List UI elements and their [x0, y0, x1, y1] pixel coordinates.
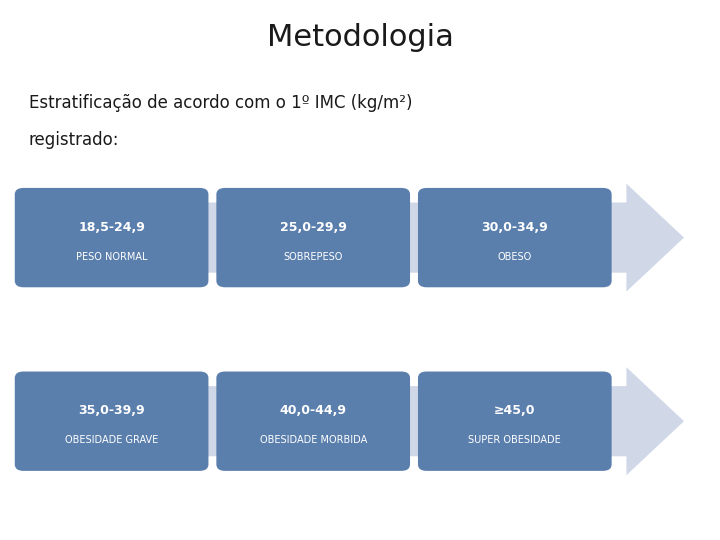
- Text: Metodologia: Metodologia: [266, 23, 454, 52]
- Text: 18,5-24,9: 18,5-24,9: [78, 221, 145, 234]
- Text: 35,0-39,9: 35,0-39,9: [78, 404, 145, 417]
- Text: 30,0-34,9: 30,0-34,9: [482, 221, 548, 234]
- FancyBboxPatch shape: [14, 188, 209, 287]
- Text: OBESO: OBESO: [498, 252, 532, 261]
- FancyBboxPatch shape: [418, 188, 612, 287]
- Text: SUPER OBESIDADE: SUPER OBESIDADE: [469, 435, 561, 445]
- Text: Estratificação de acordo com o 1º IMC (kg/m²): Estratificação de acordo com o 1º IMC (k…: [29, 93, 413, 112]
- FancyBboxPatch shape: [216, 372, 410, 471]
- FancyBboxPatch shape: [418, 372, 612, 471]
- Text: SOBREPESO: SOBREPESO: [284, 252, 343, 261]
- Text: ≥45,0: ≥45,0: [494, 404, 536, 417]
- FancyBboxPatch shape: [216, 188, 410, 287]
- Text: PESO NORMAL: PESO NORMAL: [76, 252, 148, 261]
- FancyBboxPatch shape: [14, 372, 209, 471]
- Text: 25,0-29,9: 25,0-29,9: [280, 221, 346, 234]
- Text: registrado:: registrado:: [29, 131, 120, 150]
- Text: 40,0-44,9: 40,0-44,9: [279, 404, 347, 417]
- Polygon shape: [65, 184, 684, 292]
- Text: OBESIDADE GRAVE: OBESIDADE GRAVE: [65, 435, 158, 445]
- Polygon shape: [65, 367, 684, 475]
- Text: OBESIDADE MORBIDA: OBESIDADE MORBIDA: [260, 435, 366, 445]
